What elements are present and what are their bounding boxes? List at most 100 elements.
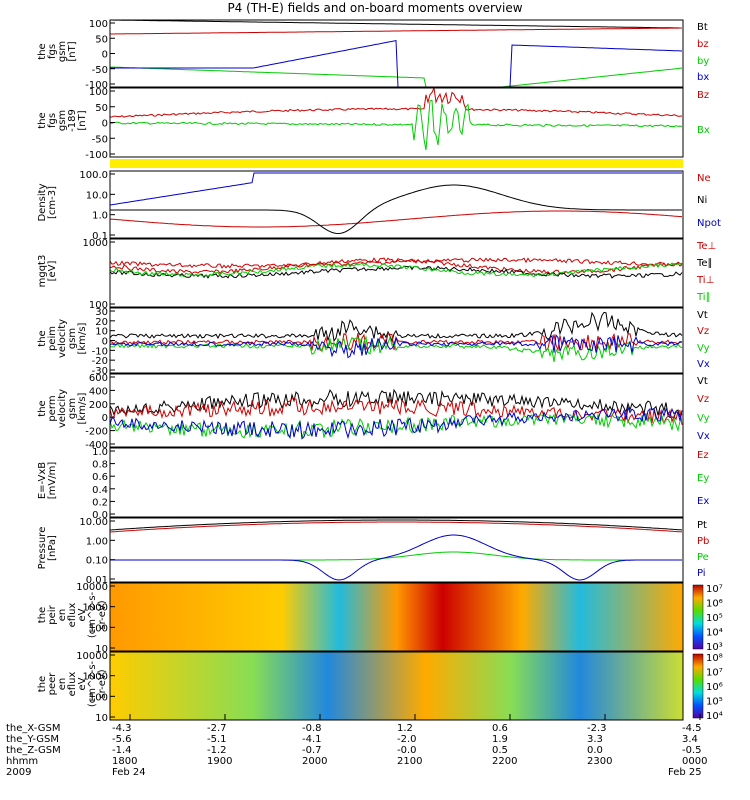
panel-peir	[109, 582, 704, 652]
y-tick-label: 10000	[76, 651, 108, 662]
legend-entry: Vy	[697, 342, 710, 354]
series-line-pressure-0	[109, 519, 683, 531]
y-tick-label: 1000	[83, 672, 108, 683]
ephemeris-value: -2.0	[397, 734, 417, 745]
ephemeris-value: -0.8	[302, 723, 322, 734]
ephemeris-value: -2.3	[587, 723, 607, 734]
legend-entry: Pe	[697, 552, 709, 563]
ephemeris-value: 3.3	[587, 734, 603, 745]
y-tick-label: 1.0	[92, 447, 108, 458]
panel-density	[109, 170, 684, 239]
legend-entry: Vt	[697, 376, 708, 387]
y-tick-label: -30	[92, 366, 108, 377]
panel-frame	[109, 170, 684, 239]
ephemeris-value: -1.4	[112, 745, 132, 756]
y-tick-label: 0.10	[86, 556, 108, 567]
spectrogram-peer	[110, 652, 683, 720]
ephemeris-value: 2100	[397, 756, 423, 767]
legend-entry: Bx	[697, 124, 710, 136]
colorbar-tick: 10⁷	[706, 668, 723, 679]
y-tick-label: 0.2	[92, 497, 108, 508]
status-bar	[110, 159, 683, 168]
colorbar-tick: 10⁶	[706, 599, 723, 610]
y-tick-label: 0.4	[92, 485, 108, 496]
y-tick-label: 0.8	[92, 460, 108, 471]
series-line-pressure-3	[110, 534, 682, 581]
y-axis-label: the peer en eflux eV (cm^2-s- sr-eV)	[37, 660, 108, 708]
legend-entry: by	[697, 55, 710, 67]
panel-fgs	[109, 19, 684, 88]
panel-frame	[109, 651, 684, 721]
panel-frame	[109, 238, 684, 308]
ephemeris-value: -1.2	[207, 745, 227, 756]
y-axis-label: the fgs gsm -189 [nT]	[37, 109, 88, 132]
y-tick-label: 0	[102, 337, 108, 348]
y-tick-label: 50	[95, 34, 108, 45]
legend-entry: Pb	[697, 536, 710, 547]
ephemeris-value: 0.6	[492, 723, 508, 734]
series-line-fgs-3	[110, 39, 683, 88]
spectrogram-peir	[110, 583, 683, 651]
colorbar-peer	[692, 653, 704, 719]
series-line-fgs189-1	[109, 99, 683, 151]
y-tick-label: 100	[89, 19, 108, 30]
ephemeris-label: hhmm	[6, 756, 39, 767]
legend-entry: Ne	[697, 173, 711, 184]
y-tick-label: -10	[92, 346, 108, 357]
legend-entry: Vz	[697, 326, 710, 338]
y-tick-label: 10.00	[79, 517, 108, 528]
y-tick-label: 10	[95, 644, 108, 655]
y-tick-label: 0.1	[92, 231, 108, 242]
y-tick-label: 20	[95, 317, 108, 328]
y-tick-label: 0	[102, 413, 108, 424]
y-tick-label: 0	[102, 50, 108, 61]
ephemeris-value: 0.0	[587, 745, 603, 756]
y-tick-label: 0.0	[92, 510, 108, 521]
y-axis-label: Pressure [nPa]	[37, 526, 58, 570]
ephemeris-value: 3.4	[682, 734, 698, 745]
colorbar-tick: 10³	[706, 642, 723, 653]
y-tick-label: 10	[95, 713, 108, 724]
legend-entry: Vt	[697, 310, 708, 321]
legend-entry: Vz	[697, 394, 710, 406]
legend-entry: Te⊥	[697, 241, 717, 252]
y-tick-label: 10000	[76, 582, 108, 593]
legend-entry: Pt	[697, 520, 707, 531]
panel-temp	[109, 238, 684, 308]
legend-entry: Te∥	[697, 258, 713, 269]
y-tick-label: 200	[89, 400, 108, 411]
legend-entry: Bt	[697, 22, 708, 33]
y-tick-label: -20	[92, 356, 108, 367]
ephemeris-value: 1800	[112, 756, 138, 767]
y-tick-label: 10	[95, 327, 108, 338]
legend-entry: Ey	[697, 473, 710, 484]
colorbar-tick: 10⁵	[706, 613, 723, 624]
legend-entry: bz	[697, 38, 709, 50]
panel-perm	[109, 373, 684, 448]
series-line-peim-2	[109, 335, 683, 362]
plot-title: P4 (TH-E) fields and on-board moments ov…	[227, 1, 523, 15]
panel-peer	[109, 651, 704, 721]
panel-efield	[109, 447, 684, 518]
colorbar-tick: 10⁴	[706, 711, 723, 722]
legend-entry: Vy	[697, 412, 710, 424]
legend-entry: Vx	[697, 430, 710, 442]
ephemeris-value: 0000	[682, 756, 708, 767]
series-line-pressure-1	[109, 521, 683, 533]
y-tick-label: 100	[89, 692, 108, 703]
panel-frame	[109, 517, 684, 583]
legend-entry: Npot	[697, 217, 721, 229]
colorbar-tick: 10⁴	[706, 628, 723, 639]
colorbar-tick: 10⁶	[706, 682, 723, 693]
y-tick-label: 0	[102, 119, 108, 130]
ephemeris-label: the_Y-GSM	[6, 734, 60, 745]
ephemeris-value: -0.0	[397, 745, 417, 756]
series-line-fgs189-0	[110, 86, 683, 118]
panel-pressure	[109, 517, 684, 583]
colorbar-tick: 10⁵	[706, 697, 723, 708]
series-line-peim-3	[109, 334, 683, 359]
ephemeris-value: -4.5	[682, 723, 702, 734]
y-tick-label: 100.0	[79, 170, 108, 181]
panel-peim	[109, 307, 684, 374]
ephemeris-value: 1.2	[397, 723, 413, 734]
